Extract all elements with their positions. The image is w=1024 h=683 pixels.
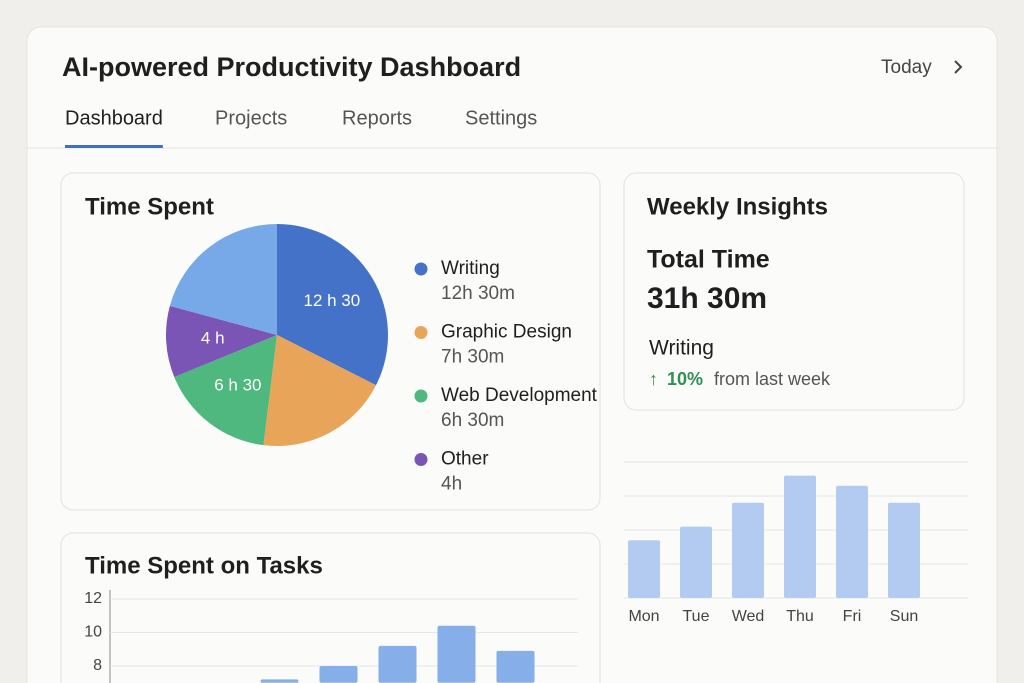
slice-label: 6 h 30: [214, 376, 261, 395]
legend-value: 4h: [441, 474, 462, 495]
x-tick-label: Sun: [890, 608, 918, 625]
x-tick-label: Mon: [628, 608, 659, 625]
card-title: Weekly Insights: [647, 193, 828, 220]
change-value: 10%: [667, 369, 703, 389]
insights-card: [623, 172, 965, 411]
nav-tab[interactable]: Settings: [465, 107, 537, 129]
total-value: 31h 30m: [647, 282, 767, 315]
bar: [378, 645, 417, 683]
date-selector[interactable]: Today: [881, 57, 932, 78]
active-tab-indicator: [65, 145, 163, 148]
bar: [732, 502, 764, 598]
slice-label: 12 h 30: [303, 291, 360, 310]
page-title: AI-powered Productivity Dashboard: [62, 52, 521, 82]
card-title: Time Spent on Tasks: [85, 552, 323, 579]
legend-label: Writing: [441, 258, 500, 279]
pie-slice: [263, 335, 377, 446]
x-tick-label: Thu: [786, 608, 814, 625]
chevron-icon[interactable]: [954, 60, 963, 74]
bar: [437, 625, 476, 683]
pie-slice: [169, 224, 277, 335]
x-tick-label: Fri: [843, 608, 862, 625]
slice-label: 4 h: [201, 328, 225, 347]
legend-value: 12h 30m: [441, 283, 515, 304]
bar: [836, 485, 868, 598]
bar: [784, 475, 816, 598]
legend-value: 6h 30m: [441, 410, 504, 431]
bar: [319, 666, 358, 683]
y-tick-label: 10: [84, 624, 102, 641]
change-suffix: from last week: [714, 369, 831, 389]
x-tick-label: Wed: [732, 608, 765, 625]
bar: [888, 502, 920, 598]
pie-slice: [165, 305, 277, 377]
nav-tab[interactable]: Projects: [215, 107, 287, 129]
bar: [260, 679, 299, 683]
nav-tab[interactable]: Reports: [342, 107, 412, 129]
nav-tab[interactable]: Dashboard: [65, 107, 163, 129]
legend-label: Web Development: [441, 385, 598, 406]
y-tick-label: 8: [93, 657, 102, 674]
top-category: Writing: [649, 337, 714, 360]
legend-dot: [414, 453, 428, 466]
x-tick-label: Tue: [683, 608, 710, 625]
legend-value: 7h 30m: [441, 347, 504, 368]
bar: [628, 540, 660, 598]
legend-dot: [414, 262, 428, 276]
legend-dot: [414, 326, 428, 339]
change-arrow: ↑: [649, 369, 658, 389]
legend-label: Other: [441, 449, 489, 470]
legend-label: Graphic Design: [441, 322, 572, 343]
pie-slice: [174, 335, 277, 446]
bar: [680, 526, 712, 598]
bar: [496, 650, 535, 683]
y-tick-label: 12: [84, 590, 102, 607]
total-label: Total Time: [647, 246, 770, 274]
legend-dot: [414, 389, 428, 403]
card-title: Time Spent: [85, 193, 214, 220]
pie-slice: [277, 224, 388, 386]
